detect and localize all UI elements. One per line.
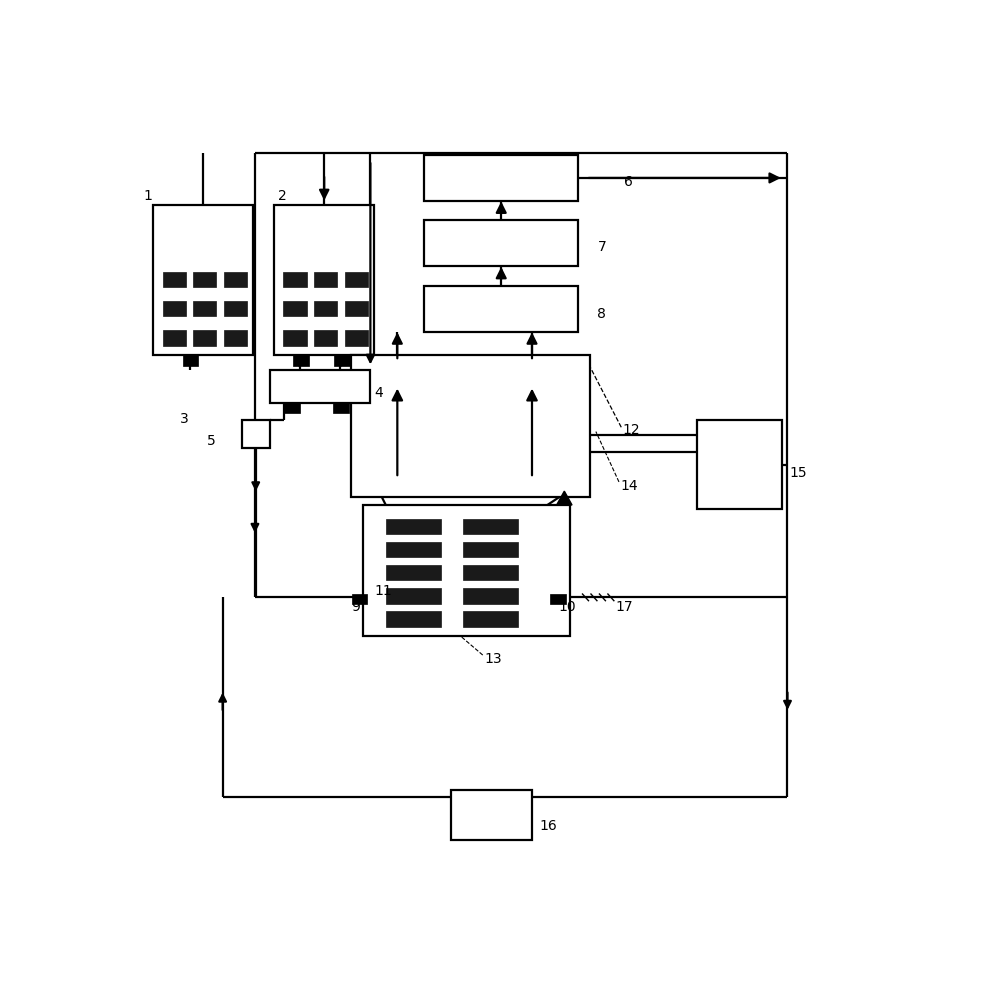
Text: 3: 3 — [180, 412, 189, 426]
Bar — [385, 588, 441, 604]
Text: 1: 1 — [143, 189, 152, 203]
Bar — [345, 301, 368, 316]
Bar — [424, 155, 578, 201]
Bar — [294, 355, 309, 366]
Bar — [283, 330, 307, 346]
Text: 17: 17 — [615, 600, 633, 614]
Bar — [274, 205, 374, 355]
Text: 7: 7 — [598, 240, 606, 254]
Bar — [194, 301, 216, 316]
Text: 5: 5 — [207, 434, 215, 448]
Bar — [463, 542, 518, 557]
Text: 12: 12 — [623, 423, 640, 437]
Bar — [345, 330, 368, 346]
Text: 10: 10 — [559, 600, 577, 614]
Bar — [362, 505, 571, 636]
Text: 16: 16 — [540, 819, 557, 833]
Bar — [224, 330, 247, 346]
Bar — [697, 420, 782, 509]
Bar — [334, 403, 349, 413]
Bar — [183, 355, 198, 366]
Bar — [385, 519, 441, 534]
Bar — [463, 611, 518, 627]
Text: 13: 13 — [485, 652, 501, 666]
Bar — [153, 205, 253, 355]
Polygon shape — [557, 491, 572, 505]
Bar — [352, 355, 590, 497]
Bar — [284, 403, 300, 413]
Text: 4: 4 — [374, 386, 383, 400]
Text: 11: 11 — [374, 584, 392, 598]
Bar — [424, 286, 578, 332]
Text: 2: 2 — [278, 189, 287, 203]
Bar — [163, 330, 186, 346]
Text: 8: 8 — [598, 307, 607, 321]
Bar — [283, 272, 307, 287]
Bar — [314, 272, 338, 287]
Bar — [463, 519, 518, 534]
Bar — [242, 420, 269, 448]
Bar — [451, 790, 532, 840]
Bar — [194, 330, 216, 346]
Bar — [463, 565, 518, 580]
Text: 14: 14 — [621, 479, 638, 493]
Bar — [314, 330, 338, 346]
Text: 9: 9 — [352, 600, 360, 614]
Bar — [163, 272, 186, 287]
Bar — [283, 301, 307, 316]
Bar — [424, 220, 578, 266]
Bar — [385, 542, 441, 557]
Bar — [550, 594, 566, 604]
Bar — [163, 301, 186, 316]
Bar — [385, 611, 441, 627]
Text: 15: 15 — [789, 466, 807, 480]
Bar — [224, 272, 247, 287]
Bar — [463, 588, 518, 604]
Bar — [385, 565, 441, 580]
Bar — [270, 370, 370, 403]
Bar — [335, 355, 350, 366]
Text: 6: 6 — [625, 175, 634, 189]
Bar — [352, 594, 367, 604]
Bar — [345, 272, 368, 287]
Bar — [194, 272, 216, 287]
Bar — [314, 301, 338, 316]
Bar — [224, 301, 247, 316]
